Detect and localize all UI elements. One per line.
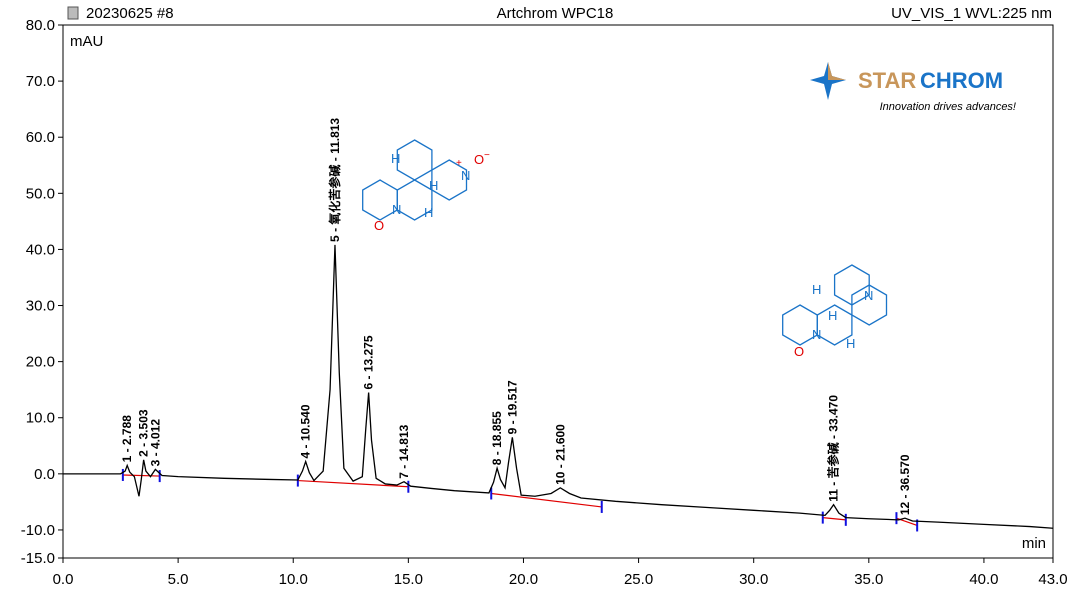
x-tick-label: 5.0 (168, 571, 189, 588)
peak-label: 6 - 13.275 (362, 335, 376, 389)
peak-label: 2 - 3.503 (137, 409, 151, 457)
y-tick-label: 50.0 (26, 185, 55, 202)
atom: N (812, 327, 821, 342)
x-tick-label: 20.0 (509, 571, 538, 588)
peak-label: 11 - 苦参碱 - 33.470 (826, 395, 841, 502)
peak-label: 7 - 14.813 (397, 424, 411, 478)
x-tick-label: 25.0 (624, 571, 653, 588)
peak-label: 12 - 36.570 (898, 454, 912, 515)
y-tick-label: 70.0 (26, 73, 55, 90)
peak-label: 1 - 2.788 (120, 415, 134, 463)
x-tick-label: 40.0 (969, 571, 998, 588)
atom: N (461, 168, 470, 183)
x-axis-label: min (1022, 535, 1046, 552)
x-tick-label: 30.0 (739, 571, 768, 588)
y-tick-label: -10.0 (21, 522, 55, 539)
atom: O (374, 218, 384, 233)
integration-baseline (297, 479, 409, 488)
chromatogram-trace (63, 244, 1054, 529)
x-tick-label: 0.0 (53, 571, 74, 588)
y-axis-label: mAU (70, 33, 103, 50)
integration-baseline (822, 517, 846, 521)
header-left: 20230625 #8 (86, 5, 174, 22)
peak-label: 8 - 18.855 (490, 411, 504, 465)
atom: H (828, 308, 837, 323)
y-tick-label: -15.0 (21, 550, 55, 567)
y-tick-label: 10.0 (26, 410, 55, 427)
atom: H (391, 151, 400, 166)
logo-tagline: Innovation drives advances! (880, 101, 1016, 113)
atom-charge: + (456, 158, 462, 169)
structure-matrine (782, 264, 888, 346)
logo: STAR CHROM Innovation drives advances! (810, 62, 1016, 113)
y-tick-label: 40.0 (26, 241, 55, 258)
header-right: UV_VIS_1 WVL:225 nm (891, 5, 1052, 22)
logo-chrom-text: CHROM (920, 68, 1003, 93)
x-tick-label: 35.0 (854, 571, 883, 588)
atom: O (794, 344, 804, 359)
logo-star-part (828, 62, 846, 80)
file-icon (67, 6, 79, 20)
atom: O (474, 152, 484, 167)
plot-frame (62, 24, 1054, 559)
peak-label: 5 - 氧化苦参碱 - 11.813 (327, 118, 342, 242)
atom: H (424, 205, 433, 220)
y-tick-label: 80.0 (26, 17, 55, 34)
x-tick-label: 10.0 (279, 571, 308, 588)
logo-star (810, 62, 846, 100)
structure-oxymatrine (362, 139, 468, 221)
peak-label: 9 - 19.517 (505, 380, 519, 434)
peak-label: 10 - 21.600 (553, 424, 567, 485)
x-tick-label: 43.0 (1038, 571, 1067, 588)
y-tick-label: 0.0 (34, 466, 55, 483)
integration-baseline (491, 492, 602, 508)
atom: H (846, 336, 855, 351)
atom: H (429, 178, 438, 193)
x-tick-label: 15.0 (394, 571, 423, 588)
header-center: Artchrom WPC18 (497, 5, 614, 22)
peak-label: 4 - 10.540 (299, 404, 313, 458)
atom: N (392, 202, 401, 217)
atom: N (864, 288, 873, 303)
atom: H (812, 282, 821, 297)
y-tick-label: 30.0 (26, 298, 55, 315)
peak-label: 3 - 4.012 (148, 419, 162, 467)
y-tick-label: 20.0 (26, 354, 55, 371)
y-tick-label: 60.0 (26, 129, 55, 146)
logo-star-text: STAR (858, 68, 916, 93)
atom-charge: − (484, 150, 490, 161)
